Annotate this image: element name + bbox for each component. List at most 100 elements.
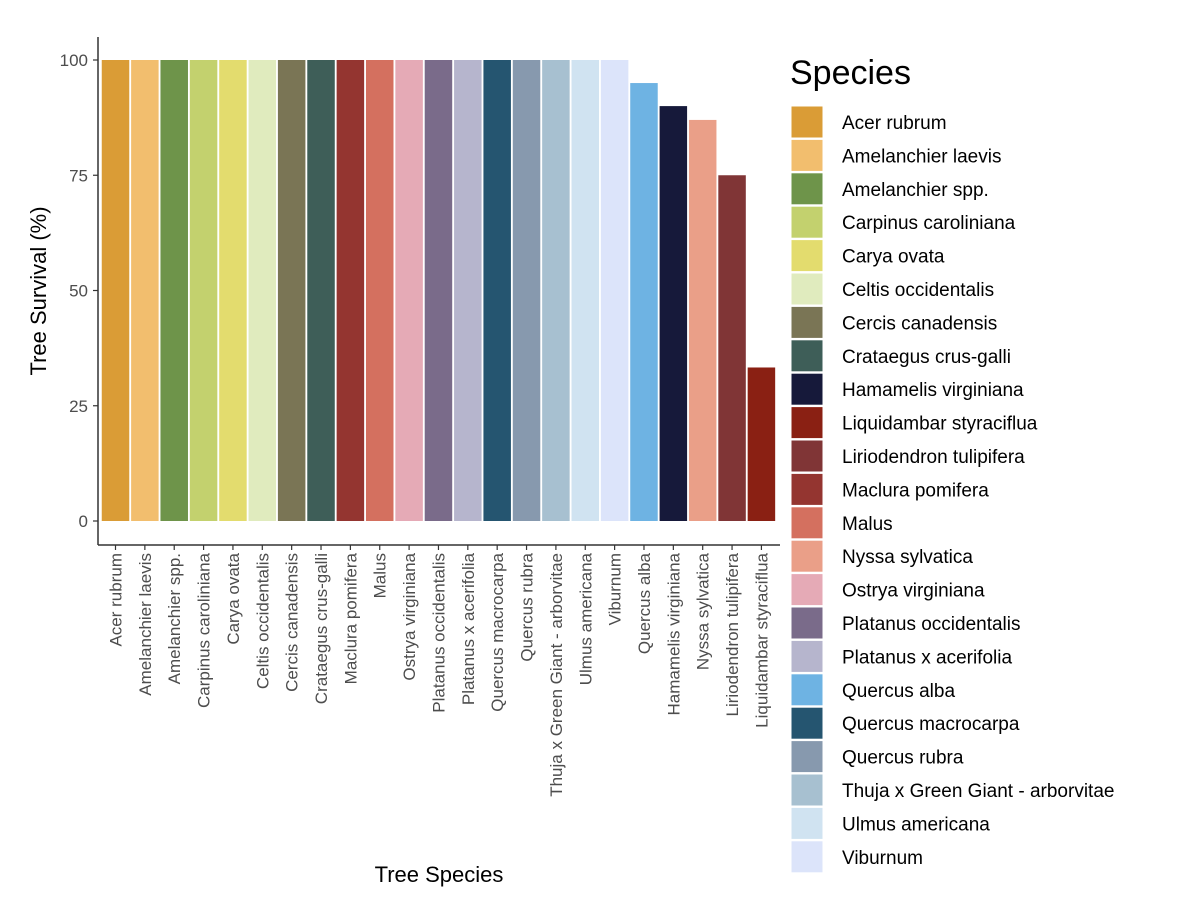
legend-key [790,272,824,306]
legend-key [790,606,824,640]
legend-label: Carpinus caroliniana [842,213,1016,234]
legend-label: Platanus x acerifolia [842,647,1012,668]
legend-label: Carya ovata [842,247,945,268]
x-tick-label: Amelanchier laevis [136,553,155,696]
bar [512,60,541,521]
bar [160,60,188,521]
x-tick-label: Platanus x acerifolia [459,552,478,705]
legend-key [790,706,824,740]
x-tick-label: Malus [371,553,390,598]
bar [219,60,247,521]
bar [395,60,423,521]
legend-key [790,339,824,373]
legend-label: Quercus rubra [842,748,964,769]
x-tick-label: Cercis canadensis [283,553,302,692]
bar [307,60,335,521]
x-tick-label: Acer rubrum [107,553,126,647]
bar [718,175,746,521]
legend-key [790,773,824,807]
legend-key [790,406,824,440]
bar [688,119,717,522]
legend-key [790,639,824,673]
bar [336,60,365,521]
legend-label: Liriodendron tulipifera [842,447,1025,468]
y-ticks: 0 25 50 75 100 [60,51,98,531]
bar [424,60,453,521]
legend-label: Celtis occidentalis [842,280,994,301]
y-tick-label: 75 [69,166,88,185]
bar [277,60,306,521]
legend-key [790,305,824,339]
x-tick-label: Hamamelis virginiana [664,552,683,715]
x-tick-label: Amelanchier spp. [165,553,184,684]
legend-label: Viburnum [842,848,923,869]
x-ticks: Acer rubrum Amelanchier laevis Amelanchier… [107,545,771,797]
legend-label: Acer rubrum [842,113,947,134]
x-tick-label: Quercus alba [635,552,654,654]
legend-key [790,840,824,874]
legend: Species Acer rubrum Amelanchier laevis Ame… [790,54,1114,874]
legend-label: Ostrya virginiana [842,581,985,602]
legend-label: Crataegus crus-galli [842,347,1011,368]
legend-key [790,439,824,473]
x-tick-label: Carya ovata [224,552,243,644]
legend-key [790,573,824,607]
legend-label: Thuja x Green Giant - arborvitae [842,781,1114,802]
legend-label: Cercis canadensis [842,313,997,334]
x-tick-label: Crataegus crus-galli [312,553,331,704]
legend-key [790,372,824,406]
bar [189,60,218,521]
y-tick-label: 25 [69,397,88,416]
bar [454,60,482,521]
bar [101,60,130,521]
legend-label: Platanus occidentalis [842,614,1021,635]
legend-key [790,205,824,239]
bar [747,367,776,521]
legend-label: Liquidambar styraciflua [842,414,1038,435]
bar [248,60,277,521]
legend-key [790,673,824,707]
legend-key [790,239,824,273]
bar [630,83,658,522]
legend-key [790,472,824,506]
legend-label: Hamamelis virginiana [842,380,1024,401]
legend-label: Ulmus americana [842,814,990,835]
legend-label: Quercus alba [842,681,955,702]
legend-title: Species [790,54,911,92]
legend-label: Maclura pomifera [842,480,989,501]
legend-key [790,539,824,573]
legend-key [790,105,824,139]
x-tick-label: Viburnum [606,553,625,625]
x-tick-label: Celtis occidentalis [253,553,272,689]
bars [101,60,776,522]
bar [659,106,688,521]
x-tick-label: Carpinus caroliniana [195,552,214,708]
y-tick-label: 50 [69,282,88,301]
x-axis-label: Tree Species [375,862,504,887]
x-tick-label: Maclura pomifera [341,552,360,684]
bar [365,60,394,521]
x-tick-label: Quercus macrocarpa [488,552,507,711]
legend-label: Malus [842,514,893,535]
legend-key [790,506,824,540]
x-tick-label: Ulmus americana [576,552,595,685]
x-tick-label: Thuja x Green Giant - arborvitae [547,553,566,797]
x-tick-label: Ostrya virginiana [400,552,419,680]
y-tick-label: 0 [79,512,88,531]
legend-key [790,806,824,840]
bar [571,60,600,521]
y-axis-label: Tree Survival (%) [26,206,51,375]
bar [483,60,511,521]
legend-label: Amelanchier laevis [842,146,1001,167]
legend-label: Nyssa sylvatica [842,547,973,568]
bar [542,60,570,521]
x-tick-label: Liquidambar styraciflua [752,552,771,727]
bar [600,60,629,521]
x-tick-label: Liriodendron tulipifera [723,552,742,716]
x-tick-label: Quercus rubra [518,552,537,661]
legend-key [790,740,824,774]
x-tick-label: Nyssa sylvatica [694,552,713,670]
bar [131,60,159,521]
legend-key [790,172,824,206]
